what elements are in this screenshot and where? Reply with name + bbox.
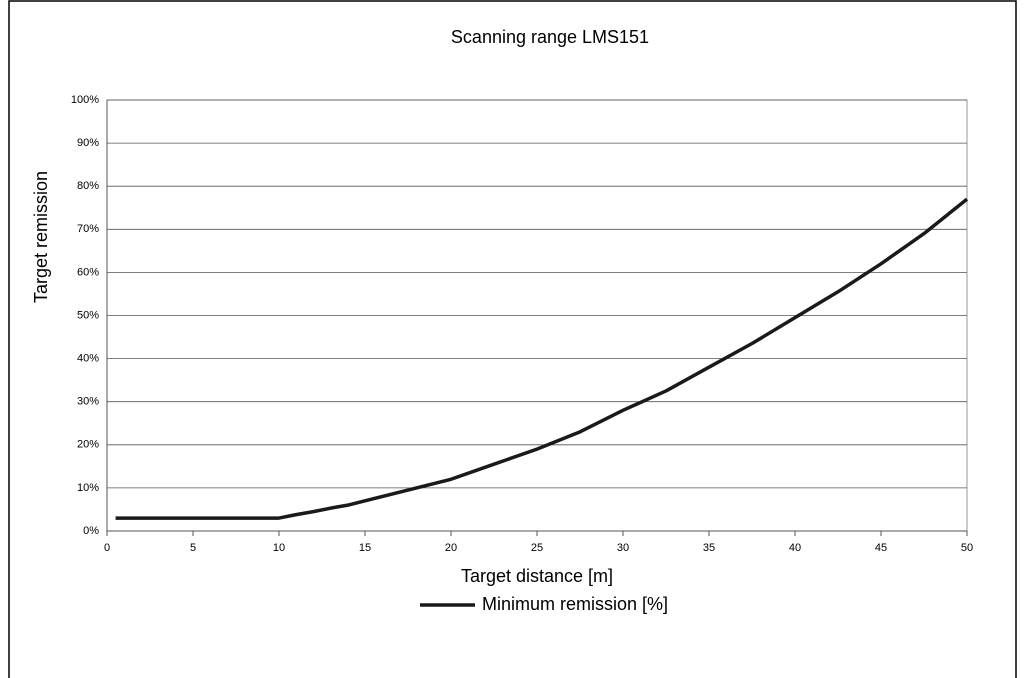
x-tick-label: 10 bbox=[273, 542, 285, 554]
y-tick-label: 10% bbox=[77, 482, 99, 494]
frame bbox=[8, 0, 1017, 678]
x-tick-label: 0 bbox=[104, 542, 110, 554]
y-tick-label: 70% bbox=[77, 223, 99, 235]
x-tick-label: 40 bbox=[789, 542, 801, 554]
x-tick-label: 50 bbox=[961, 542, 973, 554]
y-tick-label: 100% bbox=[71, 94, 99, 106]
y-axis-label: Target remission bbox=[31, 171, 51, 303]
x-axis-label: Target distance [m] bbox=[461, 566, 613, 586]
legend-label: Minimum remission [%] bbox=[482, 594, 668, 614]
x-tick-label: 25 bbox=[531, 542, 543, 554]
y-tick-label: 40% bbox=[77, 353, 99, 365]
y-tick-label: 0% bbox=[83, 525, 99, 537]
x-tick-label: 15 bbox=[359, 542, 371, 554]
y-tick-label: 60% bbox=[77, 266, 99, 278]
line bbox=[115, 197, 969, 520]
x-tick-label: 30 bbox=[617, 542, 629, 554]
y-tick-label: 80% bbox=[77, 180, 99, 192]
x-tick-label: 5 bbox=[190, 542, 196, 554]
chart-title: Scanning range LMS151 bbox=[451, 27, 649, 47]
x-tick-label: 45 bbox=[875, 542, 887, 554]
y-tick-label: 20% bbox=[77, 439, 99, 451]
y-tick-label: 90% bbox=[77, 137, 99, 149]
x-tick-label: 20 bbox=[445, 542, 457, 554]
y-tick-label: 50% bbox=[77, 309, 99, 321]
y-tick-label: 30% bbox=[77, 396, 99, 408]
x-tick-label: 35 bbox=[703, 542, 715, 554]
